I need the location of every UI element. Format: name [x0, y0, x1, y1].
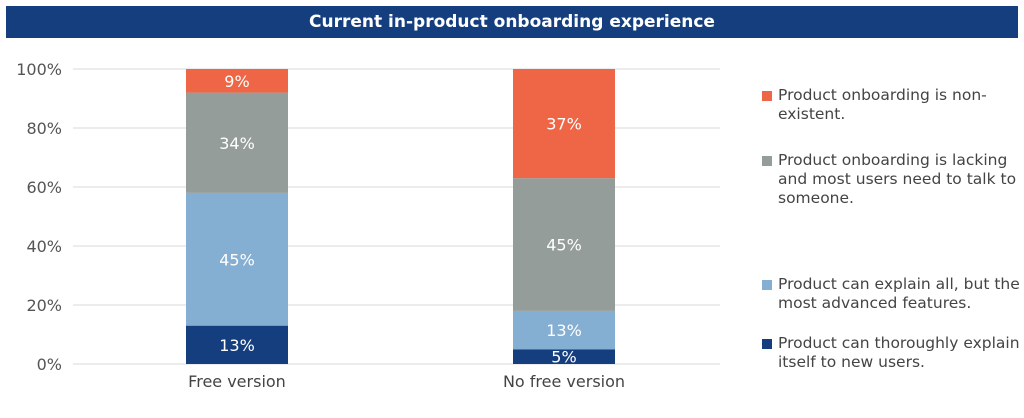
- legend-label: Product onboarding is lacking and most u…: [778, 151, 1017, 207]
- y-tick-label: 80%: [26, 119, 62, 138]
- data-label: 5%: [551, 348, 576, 367]
- bar-segment: [513, 349, 615, 364]
- legend-label: Product can explain all, but the most ad…: [778, 275, 1020, 312]
- data-label: 9%: [224, 72, 249, 91]
- x-tick-label: No free version: [503, 372, 625, 391]
- legend-swatch: [762, 280, 772, 290]
- y-tick-label: 40%: [26, 237, 62, 256]
- chart-plot: 0% 20% 40% 60% 80% 100% 13% 45% 34% 9% Free versio…: [16, 60, 720, 391]
- legend-swatch: [762, 91, 772, 101]
- y-tick-label: 100%: [16, 60, 62, 79]
- data-label: 45%: [219, 250, 255, 269]
- legend-label: Product onboarding is non-existent.: [778, 86, 987, 123]
- data-label: 13%: [219, 336, 255, 355]
- legend-swatch: [762, 156, 772, 166]
- data-label: 45%: [546, 236, 582, 255]
- x-tick-label: Free version: [188, 372, 286, 391]
- bar-segment: [513, 69, 615, 179]
- y-tick-label: 20%: [26, 296, 62, 315]
- bar-segment: [513, 178, 615, 311]
- y-tick-label: 60%: [26, 178, 62, 197]
- bar-segment: [186, 92, 288, 193]
- legend-label: Product can thoroughly explain itself to…: [778, 334, 1020, 371]
- legend-swatch: [762, 339, 772, 349]
- data-label: 34%: [219, 134, 255, 153]
- bar-segment: [186, 325, 288, 364]
- bar-segment: [513, 310, 615, 350]
- bar-segment: [186, 192, 288, 326]
- data-label: 37%: [546, 115, 582, 134]
- bar-segment: [186, 69, 288, 93]
- data-label: 13%: [546, 321, 582, 340]
- y-tick-label: 0%: [37, 355, 62, 374]
- chart-title: Current in-product onboarding experience: [6, 6, 1018, 38]
